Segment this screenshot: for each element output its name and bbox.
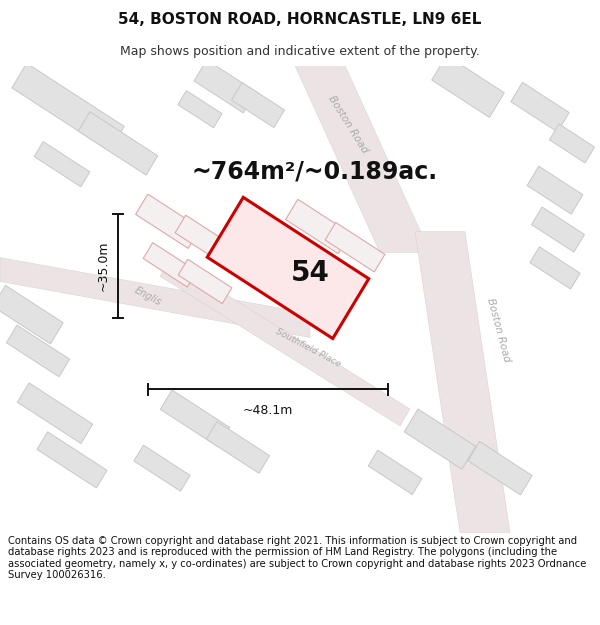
- Polygon shape: [325, 222, 385, 272]
- Text: 54: 54: [290, 259, 329, 287]
- Text: ~764m²/~0.189ac.: ~764m²/~0.189ac.: [192, 159, 438, 184]
- Polygon shape: [468, 441, 532, 495]
- Text: Englis: Englis: [133, 285, 163, 308]
- Polygon shape: [206, 422, 269, 473]
- Text: Boston Road: Boston Road: [326, 94, 370, 156]
- Text: Contains OS data © Crown copyright and database right 2021. This information is : Contains OS data © Crown copyright and d…: [8, 536, 586, 581]
- Polygon shape: [7, 325, 70, 377]
- Polygon shape: [134, 445, 190, 491]
- Polygon shape: [178, 91, 222, 128]
- Polygon shape: [298, 249, 352, 293]
- Polygon shape: [160, 259, 410, 426]
- Polygon shape: [194, 60, 256, 113]
- Polygon shape: [511, 82, 569, 132]
- Polygon shape: [17, 383, 92, 444]
- Text: 54, BOSTON ROAD, HORNCASTLE, LN9 6EL: 54, BOSTON ROAD, HORNCASTLE, LN9 6EL: [118, 12, 482, 27]
- Text: ~48.1m: ~48.1m: [243, 404, 293, 417]
- Polygon shape: [175, 215, 235, 264]
- Text: Map shows position and indicative extent of the property.: Map shows position and indicative extent…: [120, 45, 480, 58]
- Polygon shape: [34, 142, 90, 187]
- Polygon shape: [12, 63, 124, 151]
- Polygon shape: [143, 242, 197, 287]
- Polygon shape: [160, 390, 230, 447]
- Text: Southfield Place: Southfield Place: [274, 327, 342, 369]
- Polygon shape: [232, 82, 284, 127]
- Polygon shape: [0, 258, 310, 338]
- Text: Boston Road: Boston Road: [485, 297, 511, 363]
- Polygon shape: [78, 112, 158, 175]
- Polygon shape: [286, 199, 350, 254]
- Polygon shape: [368, 450, 422, 494]
- Polygon shape: [136, 194, 200, 248]
- Text: ~35.0m: ~35.0m: [97, 241, 110, 291]
- Polygon shape: [530, 247, 580, 289]
- Polygon shape: [295, 66, 430, 253]
- Polygon shape: [178, 259, 232, 304]
- Polygon shape: [527, 166, 583, 214]
- Polygon shape: [404, 409, 476, 469]
- Polygon shape: [37, 432, 107, 488]
- Polygon shape: [0, 286, 63, 344]
- Polygon shape: [207, 198, 369, 339]
- Polygon shape: [432, 56, 504, 118]
- Polygon shape: [550, 124, 595, 163]
- Polygon shape: [415, 232, 510, 532]
- Polygon shape: [532, 207, 584, 252]
